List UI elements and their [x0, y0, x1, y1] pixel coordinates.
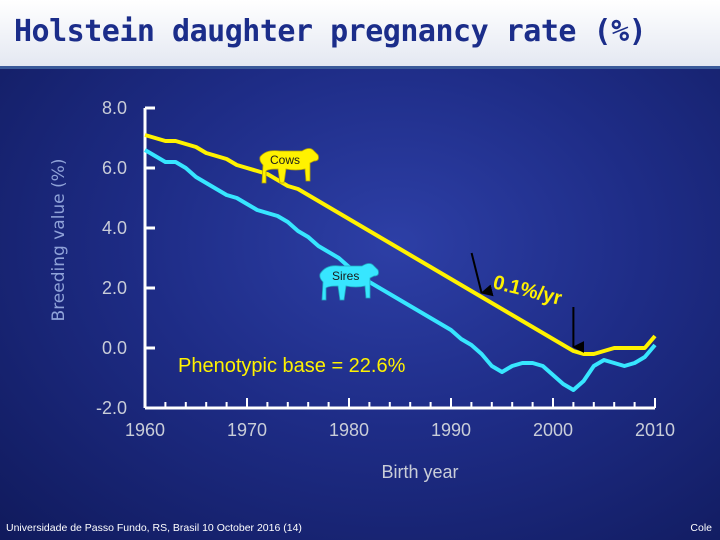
trend-arrow	[470, 252, 494, 297]
x-tick-label: 1980	[329, 420, 369, 440]
x-tick-label: 1960	[125, 420, 165, 440]
x-tick-label: 1990	[431, 420, 471, 440]
sire-icon: Sires	[319, 263, 379, 301]
trend-rate-text: 0.1%/yr	[491, 272, 565, 310]
series-layer	[143, 133, 657, 392]
x-tick-label: 1970	[227, 420, 267, 440]
x-tick-label: 2000	[533, 420, 573, 440]
footer-author: Cole	[690, 522, 712, 534]
x-axis-label: Birth year	[381, 462, 458, 482]
sires-label: Sires	[332, 269, 359, 283]
title-bar: Holstein daughter pregnancy rate (%)	[0, 0, 720, 69]
cow-icon: Cows	[259, 148, 319, 184]
y-tick-label: 2.0	[102, 278, 127, 298]
series-line-cows	[144, 133, 657, 356]
slide-title: Holstein daughter pregnancy rate (%)	[14, 14, 647, 49]
series-line-sires	[143, 148, 657, 392]
footer-citation: Universidade de Passo Fundo, RS, Brasil …	[6, 522, 302, 534]
y-tick-label: 0.0	[102, 338, 127, 358]
icons-layer: Cows Sires	[259, 148, 379, 301]
y-tick-label: -2.0	[96, 398, 127, 418]
phenotypic-base-text: Phenotypic base = 22.6%	[178, 355, 406, 377]
y-tick-label: 6.0	[102, 158, 127, 178]
y-tick-label: 4.0	[102, 218, 127, 238]
cows-label: Cows	[270, 153, 300, 167]
y-tick-label: 8.0	[102, 98, 127, 118]
x-tick-label: 2010	[635, 420, 675, 440]
y-axis-label: Breeding value (%)	[49, 159, 69, 322]
